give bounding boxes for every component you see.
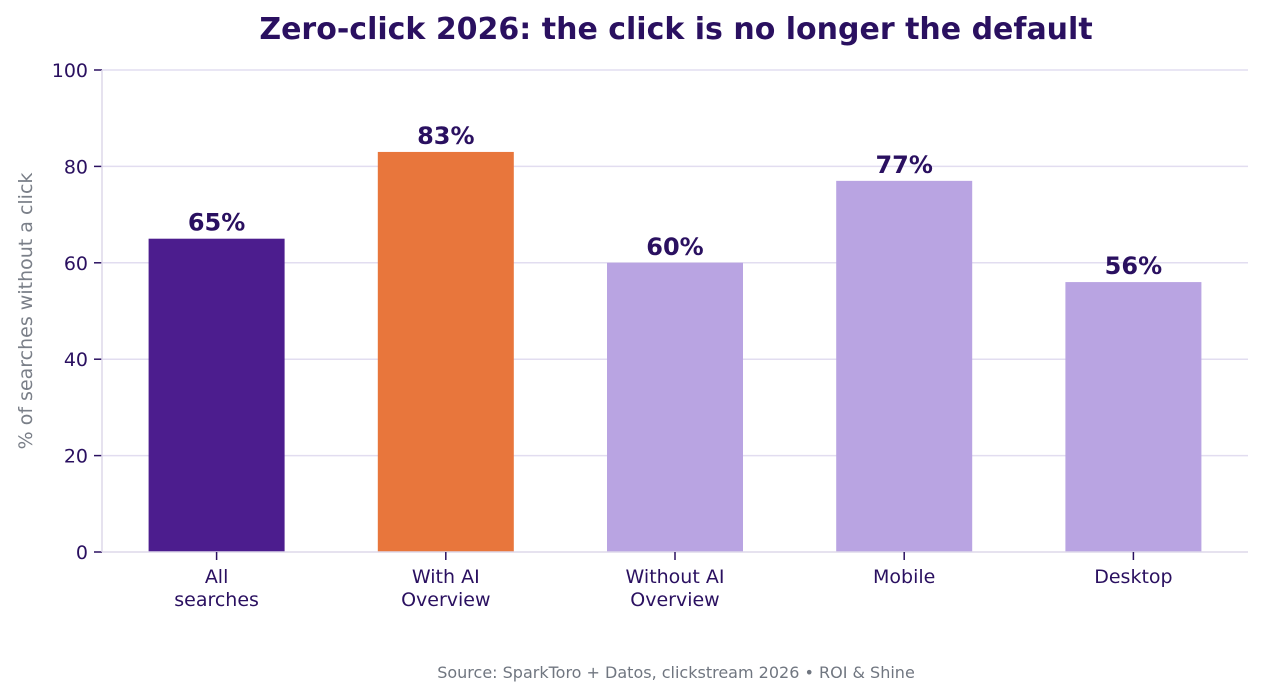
x-tick-label: Mobile (873, 566, 935, 588)
bar-value-label: 83% (417, 122, 474, 150)
bar-value-label: 56% (1105, 252, 1162, 280)
chart-title: Zero-click 2026: the click is no longer … (259, 12, 1092, 47)
bar (607, 262, 743, 552)
bar (148, 238, 285, 552)
labels: 0 20 40 60 80 100 65% All searches 83% With AI Over… (52, 60, 1173, 611)
source-note: Source: SparkToro + Datos, clickstream 2… (437, 663, 915, 682)
y-tick-label: 100 (52, 60, 88, 82)
x-tick-label: All searches (174, 566, 259, 611)
y-axis-label: % of searches without a click (15, 173, 37, 450)
y-tick-label: 0 (76, 542, 88, 564)
y-tick-label: 20 (64, 446, 88, 468)
bars (148, 151, 1202, 553)
y-tick-label: 40 (64, 349, 88, 371)
bar (1065, 282, 1202, 552)
bar-value-label: 60% (646, 233, 703, 261)
x-tick-label: With AI Overview (401, 566, 490, 611)
x-tick-label: Without AI Overview (626, 566, 725, 611)
bar (377, 151, 514, 552)
bar (836, 180, 973, 553)
axes (94, 69, 1248, 560)
bar-value-label: 65% (188, 209, 245, 237)
bar-value-label: 77% (875, 151, 932, 179)
y-tick-label: 60 (64, 253, 88, 275)
y-tick-label: 80 (64, 156, 88, 178)
x-tick-label: Desktop (1094, 566, 1172, 588)
